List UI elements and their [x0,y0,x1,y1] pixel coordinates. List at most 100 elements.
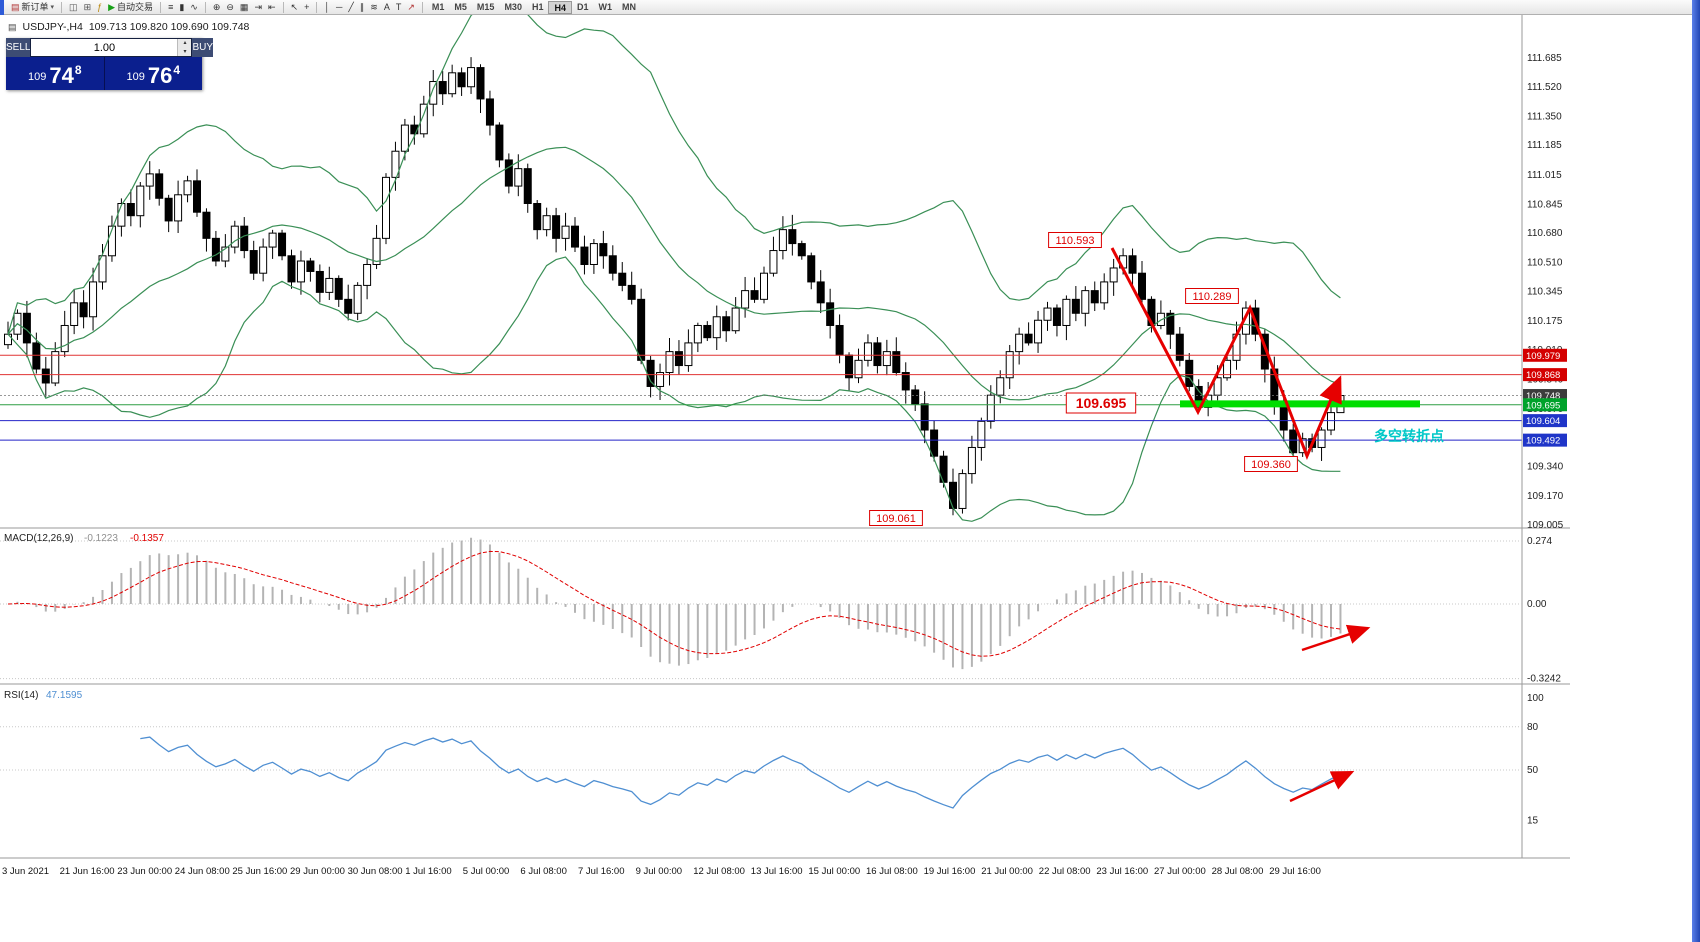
channel-button[interactable]: ∥ [357,1,368,14]
svg-text:-0.3242: -0.3242 [1527,674,1561,685]
svg-text:21 Jul 00:00: 21 Jul 00:00 [981,866,1033,877]
annotations[interactable]: 110.593 110.289 109.695 109.360 109.061 多空转折点 [869,232,1444,803]
toolbar-separator [61,1,63,13]
svg-text:23 Jul 16:00: 23 Jul 16:00 [1096,866,1148,877]
svg-text:25 Jun 16:00: 25 Jun 16:00 [232,866,287,877]
svg-text:6 Jul 08:00: 6 Jul 08:00 [520,866,566,877]
svg-text:50: 50 [1527,765,1539,776]
new-order-button[interactable]: ▤ 新订单 ▾ [8,1,57,14]
indicators-button[interactable]: ƒ [94,1,105,14]
price-callout-box[interactable] [1185,288,1239,304]
grid-button[interactable]: ▦ [237,1,252,14]
timeframe-m5[interactable]: M5 [454,1,467,12]
arrows-button[interactable]: ↗ [404,1,418,14]
fibonacci-button[interactable]: ≋ [367,1,381,14]
svg-text:1 Jul 16:00: 1 Jul 16:00 [405,866,451,877]
svg-text:109.061: 109.061 [876,513,916,525]
svg-text:109.604: 109.604 [1526,416,1560,427]
text-label-button[interactable]: T [393,1,405,14]
svg-text:12 Jul 08:00: 12 Jul 08:00 [693,866,745,877]
sell-button[interactable]: SELL [6,38,31,57]
cursor-button[interactable]: ↖ [288,1,302,14]
timeframe-h4[interactable]: H4 [548,0,572,14]
trend-zigzag-arrow[interactable] [1110,247,1342,461]
svg-text:80: 80 [1527,722,1539,733]
volume-increase-button[interactable]: ▴ [183,40,187,46]
trendline-button[interactable]: ╱ [345,1,356,14]
timeframe-d1[interactable]: D1 [576,1,589,12]
turning-point-note[interactable]: 多空转折点 [1374,428,1444,444]
symbol-ohlc: 109.713 109.820 109.690 109.748 [88,21,250,33]
buy-button[interactable]: BUY [192,38,214,57]
crosshair-icon: + [304,1,310,12]
zoom-in-button[interactable]: ⊕ [210,1,224,14]
svg-text:23 Jun 00:00: 23 Jun 00:00 [117,866,172,877]
timeframe-mn[interactable]: MN [622,1,636,12]
new-order-button-label: 新订单 [21,1,49,12]
rsi-trend-arrow[interactable] [1289,770,1355,803]
candlestick-chart-button[interactable]: ▮ [176,1,187,14]
timeframe-m1[interactable]: M1 [431,1,445,12]
volume-input[interactable] [31,39,178,56]
volume-stepper: ▴ ▾ [177,39,192,56]
horizontal-line-button[interactable]: ─ [333,1,345,14]
buy-price-sup: 4 [173,63,181,77]
price-callout-box[interactable] [1048,232,1102,248]
volume-decrease-button[interactable]: ▾ [183,48,187,55]
trendline-icon: ╱ [348,1,354,12]
charts-window-button[interactable]: ◫ [66,1,81,14]
one-click-trading-panel: SELL ▴ ▾ BUY 109 74 8 109 76 4 [6,38,214,90]
buy-price[interactable]: 109 76 4 [105,57,203,90]
timeframe-h1[interactable]: H1 [531,1,544,12]
svg-text:109.005: 109.005 [1527,520,1564,531]
horizontal-lines[interactable] [0,354,1522,441]
timeframe-w1[interactable]: W1 [598,1,613,12]
trade-panel-header-row: SELL ▴ ▾ BUY [6,38,214,57]
chart-icon: ▤ [8,21,17,32]
svg-text:5 Jul 00:00: 5 Jul 00:00 [463,866,509,877]
price-callout-box[interactable] [1244,456,1298,472]
svg-text:7 Jul 16:00: 7 Jul 16:00 [578,866,624,877]
text-icon: A [383,1,390,12]
svg-text:109.492: 109.492 [1526,436,1560,447]
symbol-info: ▤ USDJPY-,H4 109.713 109.820 109.690 109… [8,21,249,33]
bollinger-bands [7,15,1341,522]
timeframe-m30[interactable]: M30 [504,1,522,12]
svg-text:3 Jun 2021: 3 Jun 2021 [2,866,49,877]
bars-chart-button[interactable]: ≡ [165,1,176,14]
quotes-window-button[interactable]: ⊞ [81,1,95,14]
toolbar-separator [204,1,206,13]
svg-text:109.340: 109.340 [1527,462,1564,473]
candles [4,57,1345,516]
sell-price-sup: 8 [74,63,82,77]
svg-text:24 Jun 08:00: 24 Jun 08:00 [175,866,230,877]
arrows-icon: ↗ [407,1,415,12]
svg-text:109.360: 109.360 [1251,459,1291,471]
line-chart-button[interactable]: ∿ [187,1,201,14]
autotrading-button[interactable]: ▶ 自动交易 [105,1,156,14]
chart-canvas[interactable]: 111.685 111.520 111.350 111.185 111.015 110.8… [0,15,1700,942]
crosshair-button[interactable]: + [301,1,312,14]
timeframe-m15[interactable]: M15 [476,1,495,12]
svg-text:47.1595: 47.1595 [46,690,83,701]
price-tag [1523,368,1567,382]
svg-text:111.685: 111.685 [1527,53,1562,64]
price-callout-box[interactable] [869,510,923,526]
price-callout-box[interactable] [1065,392,1137,414]
macd-trend-arrow[interactable] [1301,624,1371,652]
auto-scroll-button[interactable]: ⇥ [251,1,265,14]
svg-text:110.845: 110.845 [1527,199,1563,210]
svg-text:16 Jul 08:00: 16 Jul 08:00 [866,866,918,877]
zoom-out-button[interactable]: ⊖ [223,1,237,14]
autotrading-icon: ▶ [108,1,116,12]
sell-price[interactable]: 109 74 8 [6,57,105,90]
svg-text:110.680: 110.680 [1527,228,1563,239]
svg-text:15 Jul 00:00: 15 Jul 00:00 [808,866,860,877]
svg-text:111.185: 111.185 [1527,140,1562,151]
vertical-line-button[interactable]: │ [321,1,333,14]
toolbar: ▤ 新订单 ▾ ◫ ⊞ ƒ ▶ 自动交易 ≡ ▮ ∿ ⊕ ⊖ ▦ ⇥ ⇤ ↖ + │ ─ ╱ ∥ ≋ A T ↗ M1 M5 M15 M3… [0,0,1700,15]
chart-shift-button[interactable]: ⇤ [265,1,279,14]
text-button[interactable]: A [381,1,393,14]
svg-text:9 Jul 00:00: 9 Jul 00:00 [636,866,682,877]
horizontal-line-icon: ─ [335,1,343,12]
